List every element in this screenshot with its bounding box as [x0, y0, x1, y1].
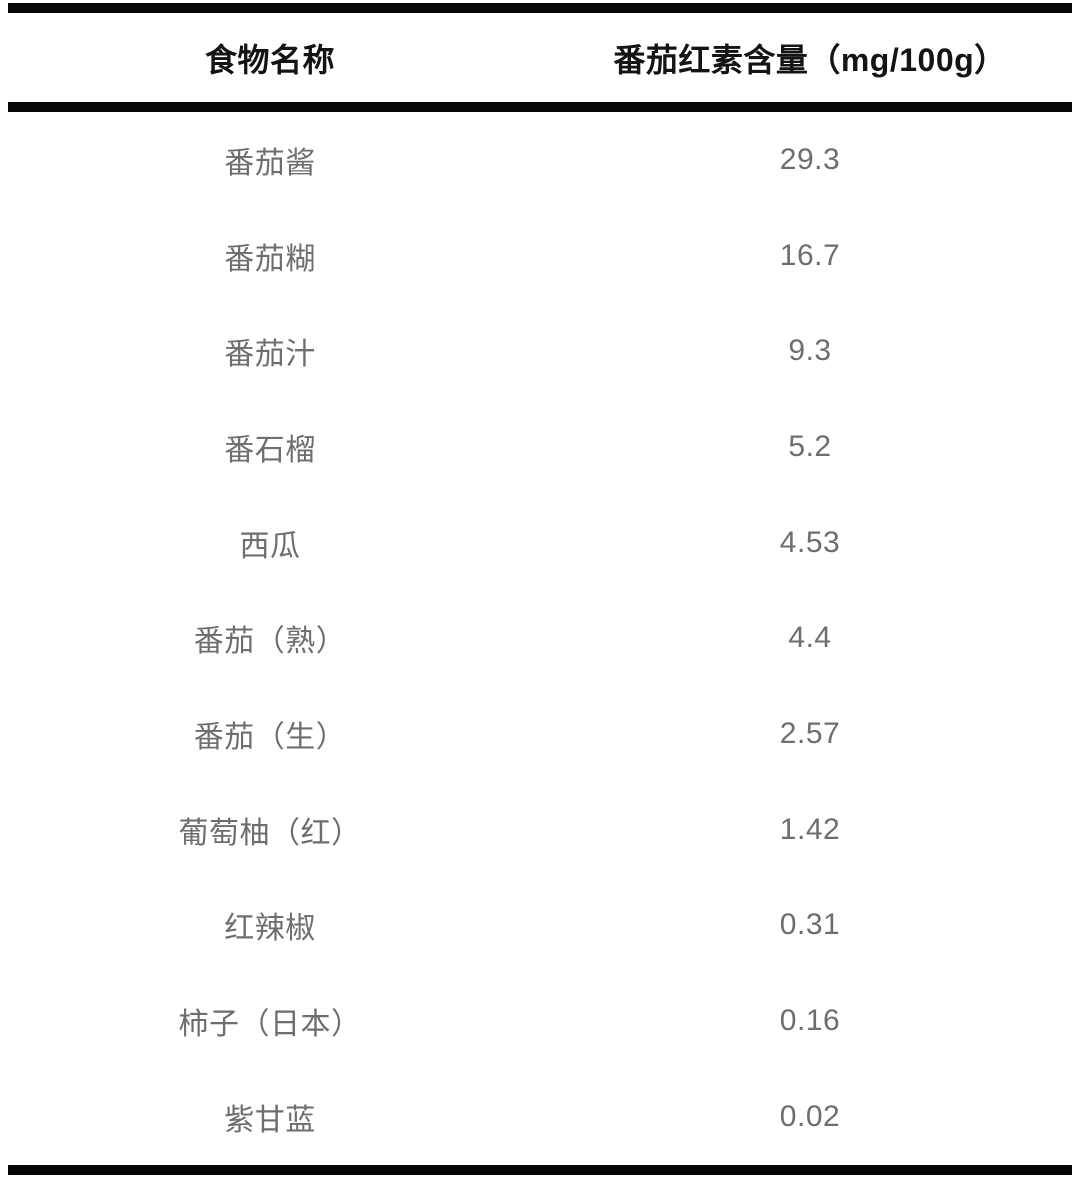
- column-header-lycopene-content: 番茄红素含量（mg/100g）: [613, 41, 1007, 78]
- table-row: 番茄（生） 2.57: [0, 686, 1080, 782]
- table-row: 番茄汁 9.3: [0, 303, 1080, 399]
- food-name-cell: 番石榴: [224, 433, 316, 467]
- lycopene-value-cell: 29.3: [779, 142, 841, 176]
- lycopene-value-cell: 16.7: [779, 238, 841, 272]
- lycopene-value-cell: 2.57: [779, 716, 841, 750]
- food-name-cell: 柿子（日本）: [178, 1008, 362, 1042]
- lycopene-value-cell: 4.53: [779, 525, 841, 559]
- food-name-cell: 番茄汁: [224, 338, 316, 372]
- lycopene-value-cell: 9.3: [788, 334, 832, 368]
- table-body: 番茄酱 29.3 番茄糊 16.7 番茄汁 9.3 番石榴 5.2 西瓜 4.5…: [0, 112, 1080, 1165]
- table-row: 西瓜 4.53: [0, 495, 1080, 591]
- lycopene-value-cell: 0.31: [779, 908, 841, 942]
- table-row: 番石榴 5.2: [0, 399, 1080, 495]
- lycopene-value-cell: 4.4: [788, 621, 832, 655]
- food-name-cell: 紫甘蓝: [224, 1103, 316, 1137]
- table-top-border: [8, 3, 1072, 13]
- lycopene-value-cell: 5.2: [788, 429, 832, 463]
- food-name-cell: 番茄（熟）: [193, 625, 347, 659]
- table-row: 红辣椒 0.31: [0, 878, 1080, 974]
- food-name-cell: 番茄（生）: [193, 720, 347, 754]
- table-row: 番茄（熟） 4.4: [0, 590, 1080, 686]
- food-name-cell: 红辣椒: [224, 912, 316, 946]
- table-row: 柿子（日本） 0.16: [0, 973, 1080, 1069]
- lycopene-value-cell: 0.16: [779, 1004, 841, 1038]
- lycopene-value-cell: 1.42: [779, 812, 841, 846]
- food-name-cell: 番茄糊: [224, 242, 316, 276]
- lycopene-value-cell: 0.02: [779, 1099, 841, 1133]
- food-name-cell: 西瓜: [239, 529, 301, 563]
- table-bottom-border: [8, 1164, 1072, 1175]
- food-name-cell: 番茄酱: [224, 146, 316, 180]
- header-divider: [8, 102, 1072, 112]
- table-row: 番茄酱 29.3: [0, 112, 1080, 208]
- table-row: 葡萄柚（红） 1.42: [0, 782, 1080, 878]
- food-name-cell: 葡萄柚（红）: [178, 816, 362, 850]
- column-header-food-name: 食物名称: [204, 41, 335, 78]
- table-row: 紫甘蓝 0.02: [0, 1069, 1080, 1165]
- table-row: 番茄糊 16.7: [0, 208, 1080, 304]
- table-header-row: 食物名称 番茄红素含量（mg/100g）: [0, 13, 1080, 102]
